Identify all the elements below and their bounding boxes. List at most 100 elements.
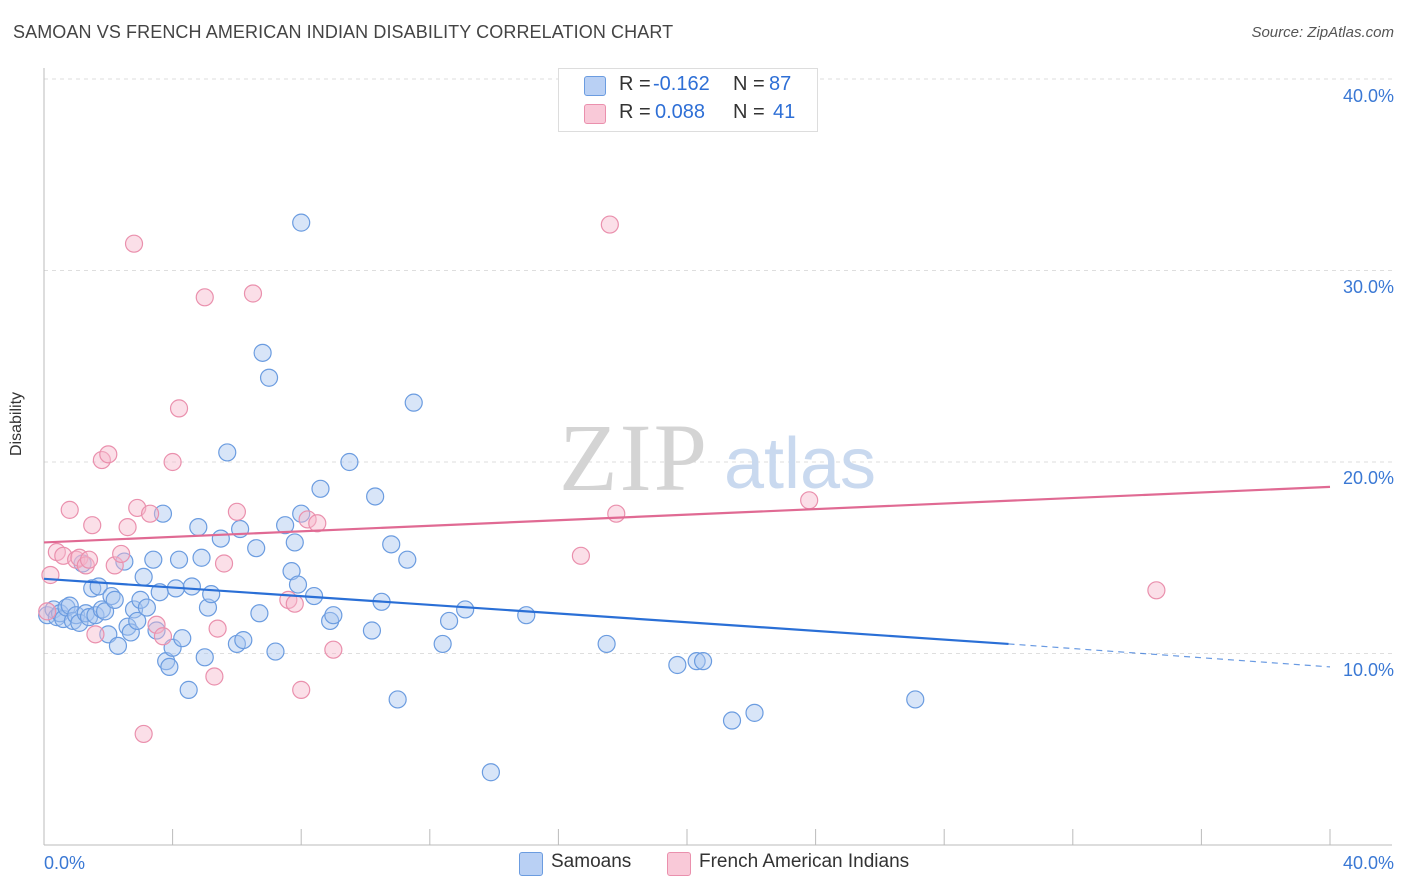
samoans-point: [121, 623, 140, 642]
x-tick-label-40: 40.0%: [1342, 853, 1394, 873]
samoans-point: [276, 516, 295, 535]
y-tick-label-30: 30.0%: [1342, 277, 1394, 297]
french-point: [38, 602, 57, 621]
chart-title: SAMOAN VS FRENCH AMERICAN INDIAN DISABIL…: [13, 22, 674, 42]
samoans-point: [105, 590, 124, 609]
french-point: [800, 491, 819, 510]
samoans-point: [202, 585, 221, 604]
samoans-point: [83, 579, 102, 598]
y-tick-label-40: 40.0%: [1342, 86, 1394, 106]
samoans-point: [668, 655, 687, 675]
french-point: [134, 724, 153, 744]
samoans-r-value: -0.162: [653, 73, 710, 95]
french-point: [324, 640, 343, 659]
samoans-point: [211, 529, 230, 548]
samoans-r-label: R =: [619, 73, 651, 95]
french-points: [38, 215, 1166, 744]
samoans-point: [517, 606, 536, 625]
y-tick-label-10: 10.0%: [1342, 660, 1394, 680]
samoans-point: [250, 604, 269, 623]
watermark-zip: ZIP: [559, 404, 709, 511]
samoans-point: [439, 611, 459, 631]
bottom-samoans-swatch: [519, 852, 543, 876]
y-tick-label-20: 20.0%: [1342, 468, 1394, 488]
samoans-point: [340, 452, 359, 472]
trend-lines: [43, 485, 1331, 668]
samoans-point: [456, 600, 475, 619]
samoans-point: [266, 642, 285, 661]
samoans-point: [160, 657, 179, 677]
samoans-point: [144, 550, 163, 569]
samoans-point: [745, 703, 764, 722]
samoans-point: [433, 634, 452, 654]
french-point: [118, 518, 137, 537]
samoans-point: [722, 711, 742, 730]
samoans-trend-extension: [1008, 643, 1331, 668]
samoans-swatch: [584, 76, 606, 96]
french-point: [83, 516, 102, 535]
french-point: [308, 514, 327, 533]
french-r-label: R =: [619, 101, 651, 123]
samoans-point: [906, 690, 925, 709]
samoans-point: [179, 680, 198, 699]
samoans-n-label: N =: [733, 73, 765, 95]
french-point: [153, 627, 173, 646]
french-point: [105, 556, 124, 575]
samoans-point: [173, 629, 192, 648]
samoans-point: [388, 690, 407, 709]
samoans-point: [288, 575, 308, 594]
samoans-trend-line: [43, 577, 1009, 646]
samoans-point: [259, 368, 279, 387]
samoans-points: [38, 213, 925, 782]
samoans-point: [247, 539, 266, 558]
french-point: [571, 546, 591, 565]
bottom-samoans-label: Samoans: [551, 851, 632, 872]
bottom-french-swatch: [667, 852, 691, 876]
french-point: [214, 554, 234, 573]
samoans-point: [404, 393, 423, 412]
bottom-french-label: French American Indians: [699, 851, 910, 872]
samoans-point: [481, 763, 500, 782]
samoans-point: [218, 443, 237, 462]
french-point: [285, 594, 304, 613]
axes: [43, 68, 1392, 846]
samoans-point: [253, 343, 272, 362]
samoans-point: [189, 518, 208, 537]
watermark-atlas: atlas: [724, 424, 876, 504]
french-point: [1147, 581, 1166, 600]
samoans-point: [398, 550, 417, 569]
samoans-point: [70, 613, 89, 632]
french-point: [227, 502, 246, 521]
french-n-value: 41: [773, 101, 796, 123]
french-trend-line: [43, 485, 1331, 544]
samoans-point: [118, 617, 137, 636]
french-point: [124, 234, 144, 253]
samoans-point: [321, 611, 340, 631]
samoans-point: [198, 598, 218, 617]
watermark: ZIP atlas: [559, 404, 876, 511]
french-point: [147, 615, 166, 634]
samoans-point: [108, 636, 128, 655]
french-swatch: [584, 104, 606, 124]
samoans-point: [382, 535, 401, 554]
french-point: [60, 500, 79, 519]
french-point: [79, 550, 99, 569]
french-point: [76, 556, 95, 575]
gridlines: [44, 78, 1392, 654]
french-point: [195, 288, 214, 307]
samoans-point: [687, 652, 706, 671]
french-point: [292, 680, 311, 699]
samoans-point: [324, 606, 343, 625]
french-point: [163, 452, 182, 472]
samoans-point: [362, 621, 382, 640]
french-point: [169, 399, 189, 418]
samoans-point: [192, 548, 211, 567]
samoans-point: [137, 598, 156, 617]
samoans-n-value: 87: [769, 73, 792, 95]
samoans-point: [292, 213, 311, 232]
french-point: [208, 619, 227, 638]
samoans-point: [60, 596, 79, 615]
french-point: [205, 667, 224, 686]
french-point: [298, 510, 317, 529]
